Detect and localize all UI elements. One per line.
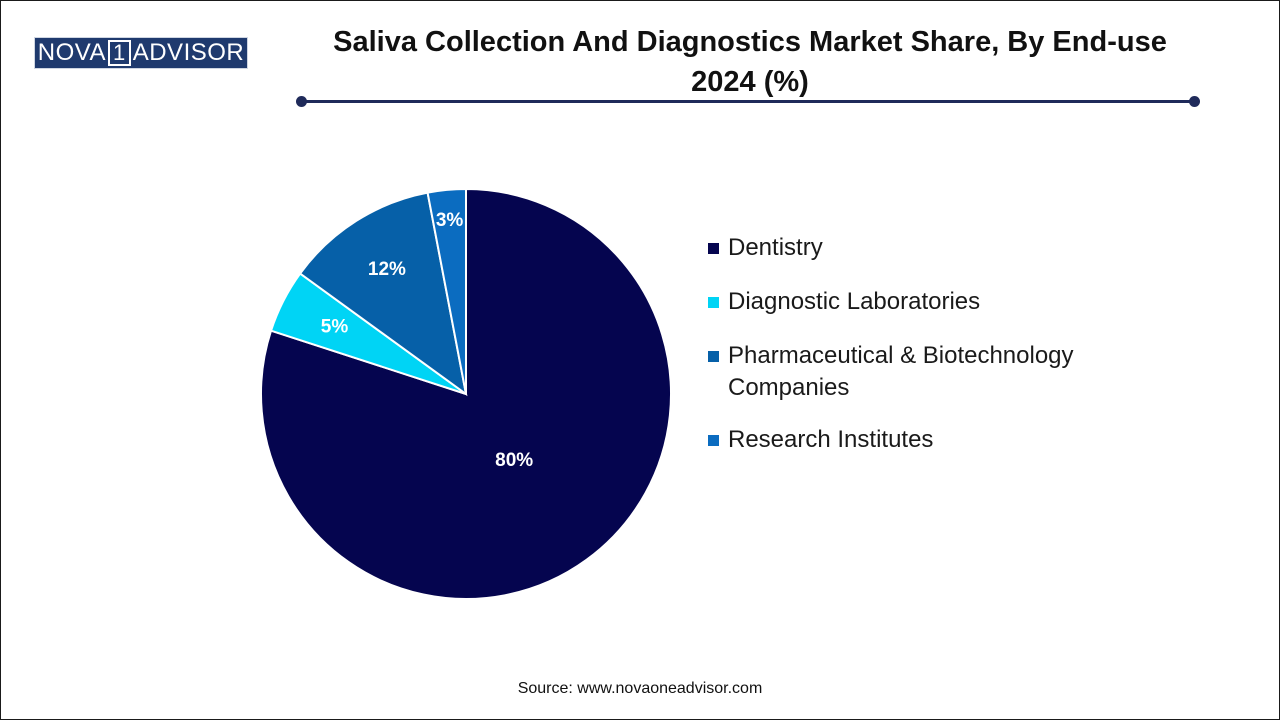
pie-label-pharmaceutical-biotechnology-companies: 12% (368, 259, 406, 280)
legend-swatch (708, 351, 719, 362)
title-underline-right-dot (1189, 96, 1200, 107)
logo-text-right: ADVISOR (132, 39, 245, 66)
novaoneadvisor-logo: NOVA 1 ADVISOR (34, 37, 248, 69)
title-underline-left-dot (296, 96, 307, 107)
legend-swatch (708, 243, 719, 254)
legend-label: Diagnostic Laboratories (728, 288, 981, 315)
logo-text-left: NOVA (37, 39, 106, 66)
chart-title: Saliva Collection And Diagnostics Market… (250, 22, 1250, 102)
legend-item-research-institutes: Research Institutes (708, 424, 1148, 456)
legend-item-diagnostic-laboratories: Diagnostic Laboratories (708, 286, 1148, 318)
legend-label: Research Institutes (728, 426, 934, 453)
legend-item-pharmaceutical-biotechnology-companies: Pharmaceutical & Biotechnology Companies (708, 340, 1148, 404)
legend-item-dentistry: Dentistry (708, 232, 1148, 264)
chart-title-line-2: 2024 (%) (691, 66, 809, 98)
logo-text-box: 1 (107, 40, 131, 66)
pie-slice-pharmaceutical-biotechnology-companies (298, 191, 468, 397)
title-underline (300, 100, 1196, 103)
chart-legend: Dentistry Diagnostic Laboratories Pharmace… (708, 232, 1148, 456)
legend-label: Companies (728, 374, 850, 401)
pie-label-dentistry: 80% (495, 450, 533, 471)
legend-swatch (708, 297, 719, 308)
pie-label-diagnostic-laboratories: 5% (321, 316, 349, 337)
pie-slice-research-institutes (426, 187, 467, 395)
legend-swatch (708, 435, 719, 446)
chart-title-line-1: Saliva Collection And Diagnostics Market… (333, 26, 1167, 58)
legend-label: Pharmaceutical & Biotechnology (728, 342, 1074, 369)
pie-label-research-institutes: 3% (436, 210, 464, 231)
legend-label: Dentistry (728, 234, 823, 261)
source-note: Source: www.novaoneadvisor.com (517, 680, 763, 697)
